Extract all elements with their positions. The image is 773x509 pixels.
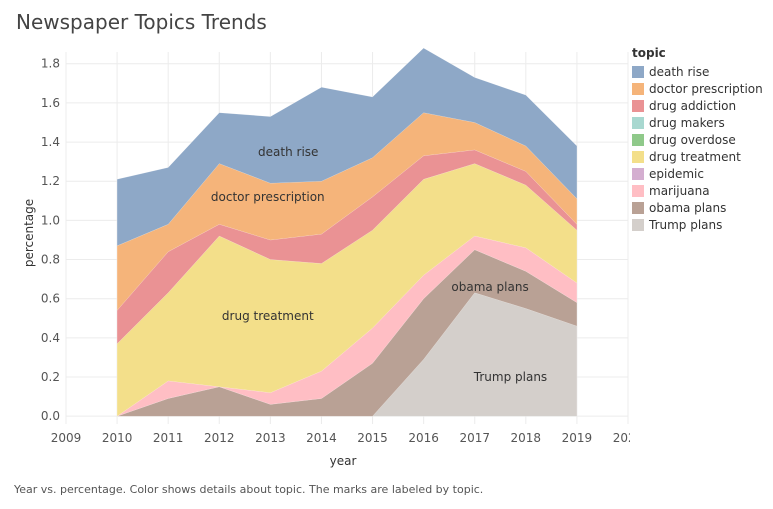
x-tick-label: 2010 <box>102 431 133 445</box>
area-annotations: death rise doctor prescription drug treatm… <box>211 145 547 384</box>
legend-item[interactable]: doctor prescription <box>632 80 763 97</box>
legend-items: death rise doctor prescription drug addict… <box>632 63 763 233</box>
legend-label: obama plans <box>649 200 727 215</box>
legend-item[interactable]: drug makers <box>632 114 763 131</box>
y-axis-label: percentage <box>22 199 36 267</box>
area-label: Trump plans <box>473 370 547 384</box>
x-tick-label: 2018 <box>511 431 542 445</box>
y-tick-label: 0.4 <box>41 331 60 345</box>
legend-swatch <box>632 218 644 231</box>
x-tick-label: 2013 <box>255 431 286 445</box>
y-tick-label: 1.4 <box>41 135 60 149</box>
y-tick-label: 0.0 <box>41 409 60 423</box>
x-tick-label: 2020 <box>613 431 630 445</box>
legend-swatch <box>632 150 644 163</box>
x-axis-label: year <box>330 454 357 468</box>
y-tick-label: 1.8 <box>41 57 60 71</box>
legend-swatch <box>632 99 644 112</box>
area-drug-addiction <box>116 149 578 345</box>
y-tick-label: 1.6 <box>41 96 60 110</box>
x-tick-label: 2011 <box>153 431 184 445</box>
legend-label: marijuana <box>649 183 710 198</box>
x-tick-label: 2009 <box>51 431 82 445</box>
chart-title: Newspaper Topics Trends <box>16 10 267 34</box>
legend-swatch <box>632 133 644 146</box>
x-tick-label: 2014 <box>306 431 337 445</box>
legend-item[interactable]: obama plans <box>632 199 763 216</box>
y-tick-label: 0.6 <box>41 292 60 306</box>
y-axis-ticks: 0.0 0.2 0.4 0.6 0.8 1.0 1.2 1.4 1.6 1.8 <box>41 57 60 423</box>
area-doctor-prescription <box>116 112 578 312</box>
legend-label: Trump plans <box>649 217 723 232</box>
x-tick-label: 2016 <box>408 431 439 445</box>
legend-label: death rise <box>649 64 710 79</box>
x-tick-label: 2019 <box>562 431 593 445</box>
legend-label: doctor prescription <box>649 81 763 96</box>
chart-caption: Year vs. percentage. Color shows details… <box>14 483 484 496</box>
x-tick-label: 2012 <box>204 431 235 445</box>
legend-title: topic <box>632 46 666 60</box>
legend-label: drug treatment <box>649 149 741 164</box>
legend-item[interactable]: drug overdose <box>632 131 763 148</box>
legend-item[interactable]: drug addiction <box>632 97 763 114</box>
x-tick-label: 2015 <box>357 431 388 445</box>
area-label: drug treatment <box>222 309 314 323</box>
y-tick-label: 1.0 <box>41 213 60 227</box>
legend-item[interactable]: death rise <box>632 63 763 80</box>
legend-item[interactable]: epidemic <box>632 165 763 182</box>
area-label: death rise <box>258 145 318 159</box>
x-axis-ticks: 2009 2010 2011 2012 2013 2014 2015 2016 2017 2018… <box>51 431 630 445</box>
legend-label: epidemic <box>649 166 704 181</box>
legend-swatch <box>632 82 644 95</box>
legend: topic death rise doctor prescription drug … <box>632 46 763 233</box>
legend-item[interactable]: marijuana <box>632 182 763 199</box>
x-tick-label: 2017 <box>459 431 490 445</box>
stacked-areas <box>116 47 578 417</box>
legend-label: drug makers <box>649 115 725 130</box>
legend-label: drug addiction <box>649 98 737 113</box>
area-label: doctor prescription <box>211 190 325 204</box>
legend-swatch <box>632 65 644 78</box>
legend-swatch <box>632 167 644 180</box>
legend-swatch <box>632 201 644 214</box>
area-drug-treatment <box>116 163 578 417</box>
legend-label: drug overdose <box>649 132 736 147</box>
y-tick-label: 0.2 <box>41 370 60 384</box>
area-death-rise <box>116 47 578 247</box>
legend-swatch <box>632 184 644 197</box>
area-chart: 0.00.20.40.60.81.01.21.41.61.8 2009 2010 2… <box>22 47 630 468</box>
y-tick-label: 1.2 <box>41 174 60 188</box>
y-tick-label: 0.8 <box>41 253 60 267</box>
legend-item[interactable]: drug treatment <box>632 148 763 165</box>
legend-swatch <box>632 116 644 129</box>
area-label: obama plans <box>451 280 528 294</box>
legend-item[interactable]: Trump plans <box>632 216 763 233</box>
